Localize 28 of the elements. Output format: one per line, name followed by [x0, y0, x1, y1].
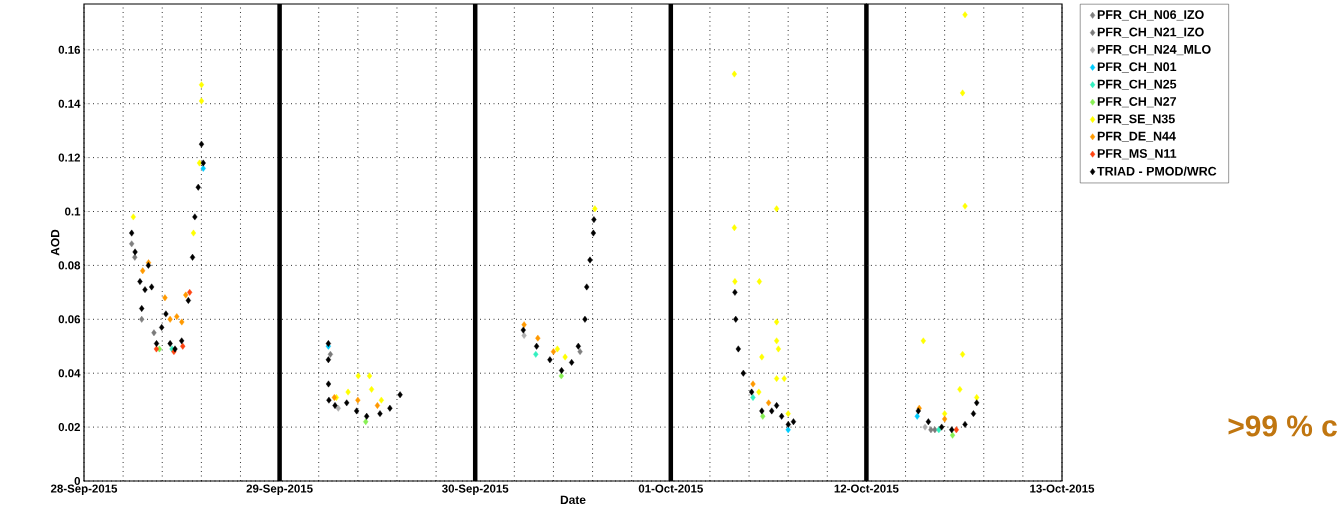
legend-label: PFR_CH_N21_IZO [1097, 27, 1204, 38]
y-tick-label: 0.08 [58, 261, 81, 270]
y-tick-label: 0.06 [58, 315, 81, 324]
legend-label: PFR_DE_N44 [1097, 131, 1176, 142]
y-tick-label: 0.16 [58, 45, 81, 54]
x-tick-label: 12-Oct-2015 [834, 484, 899, 493]
y-tick-label: 0 [74, 476, 81, 486]
text: >99 % c [1228, 415, 1337, 437]
legend-label: TRIAD - PMOD/WRC [1097, 166, 1217, 176]
legend-label: PFR_CH_N25 [1097, 79, 1177, 90]
x-tick-label: 01-Oct-2015 [638, 484, 703, 493]
legend-label: PFR_MS_N11 [1097, 149, 1177, 160]
legend-label: PFR_SE_N35 [1097, 114, 1175, 125]
x-axis-title: Date [560, 495, 586, 505]
legend-label: PFR_CH_N24_MLO [1097, 44, 1211, 56]
legend-label: PFR_CH_N01 [1097, 62, 1177, 73]
y-tick-label: 0.1 [65, 207, 81, 216]
x-tick-label: 28-Sep-2015 [50, 484, 118, 495]
legend-label: PFR_CH_N27 [1097, 97, 1177, 108]
y-tick-label: 0.14 [58, 99, 81, 108]
y-tick-label: 0.12 [58, 153, 81, 162]
y-tick-label: 0.02 [58, 423, 81, 432]
legend-label: PFR_CH_N06_IZO [1097, 10, 1204, 21]
x-tick-label: 29-Sep-2015 [246, 484, 313, 495]
y-axis-title: AOD [50, 229, 60, 256]
x-tick-label: 13-Oct-2015 [1030, 484, 1095, 493]
x-tick-label: 30-Sep-2015 [442, 484, 509, 495]
y-tick-label: 0.04 [58, 369, 81, 378]
